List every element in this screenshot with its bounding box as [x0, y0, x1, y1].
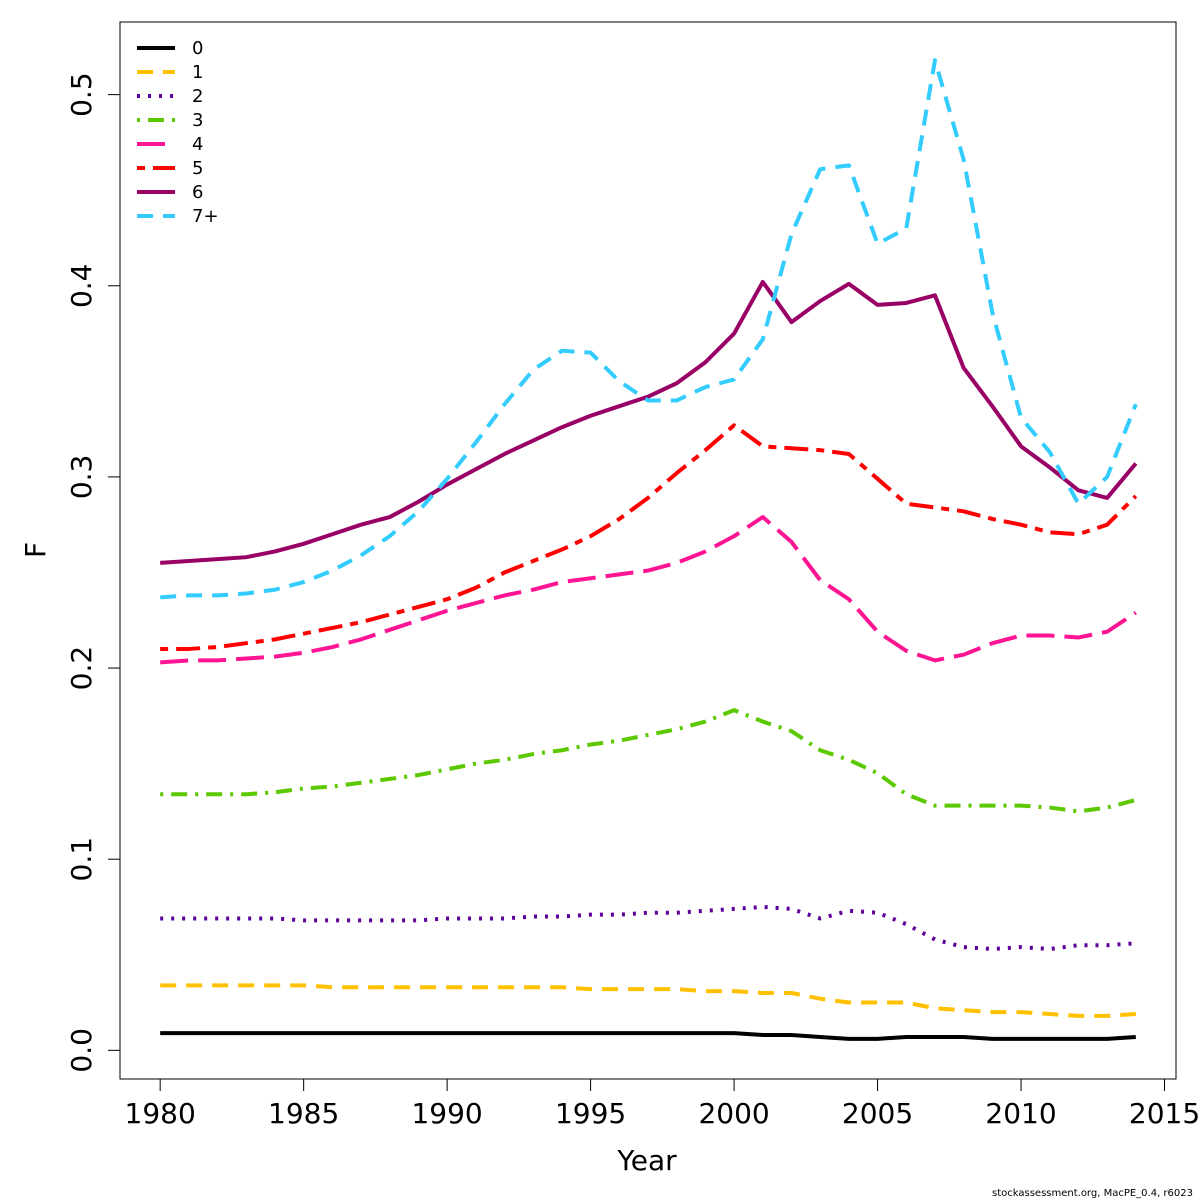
legend-item: 1: [137, 62, 203, 83]
series-line-0: [160, 1031, 1136, 1041]
legend-label: 2: [192, 86, 203, 107]
legend-item: 2: [137, 86, 203, 107]
y-tick-label: 0.1: [65, 837, 98, 882]
x-axis: 1980 1985 1990 1995 2000 2005 2010 2015: [125, 1078, 1200, 1130]
series-lines: [160, 58, 1138, 1041]
legend-label: 0: [192, 38, 203, 59]
legend-label: 5: [192, 158, 203, 179]
y-tick-label: 0.0: [65, 1028, 98, 1073]
series-line-7plus: [160, 58, 1138, 600]
x-tick-label: 2010: [985, 1097, 1056, 1130]
legend-item: 6: [137, 182, 203, 203]
series-line-4: [160, 515, 1137, 665]
x-tick-label: 1990: [411, 1097, 482, 1130]
series-line-6: [160, 279, 1138, 565]
x-tick-label: 2005: [842, 1097, 913, 1130]
x-tick-label: 1995: [555, 1097, 626, 1130]
x-tick-label: 1985: [268, 1097, 339, 1130]
series-line-5: [160, 423, 1138, 651]
series-line-1: [160, 983, 1136, 1018]
x-axis-title: Year: [616, 1144, 677, 1177]
y-tick-label: 0.2: [65, 646, 98, 691]
legend-label: 7+: [192, 206, 219, 227]
legend-item: 7+: [137, 206, 219, 227]
legend-item: 3: [137, 110, 203, 131]
legend: 0 1 2 3 4 5 6 7+: [137, 38, 219, 227]
legend-item: 0: [137, 38, 203, 59]
y-axis-title: F: [19, 542, 52, 558]
legend-label: 4: [192, 134, 203, 155]
x-tick-label: 1980: [125, 1097, 196, 1130]
credit-text: stockassessment.org, MacPE_0.4, r6023: [992, 1188, 1193, 1199]
y-tick-label: 0.3: [65, 455, 98, 500]
legend-item: 5: [137, 158, 203, 179]
legend-label: 6: [192, 182, 203, 203]
y-axis: 0.0 0.1 0.2 0.3 0.4 0.5: [65, 72, 121, 1073]
legend-label: 1: [192, 62, 203, 83]
y-tick-label: 0.5: [65, 72, 98, 117]
x-tick-label: 2000: [698, 1097, 769, 1130]
series-line-3: [160, 708, 1137, 814]
legend-label: 3: [192, 110, 203, 131]
x-tick-label: 2015: [1129, 1097, 1200, 1130]
y-tick-label: 0.4: [65, 264, 98, 309]
legend-item: 4: [137, 134, 203, 155]
